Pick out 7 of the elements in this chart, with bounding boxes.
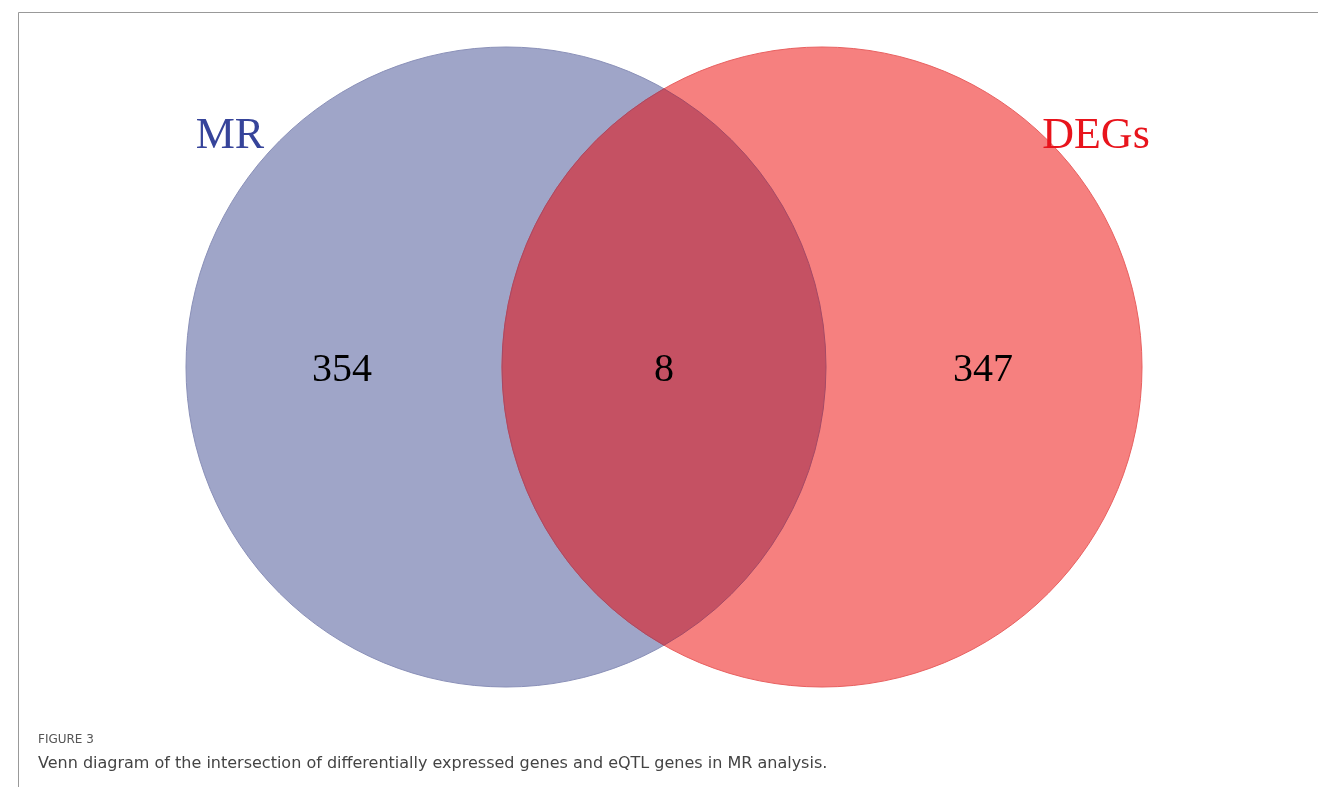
- data-label: 354: [312, 345, 372, 390]
- data-label: 347: [953, 345, 1013, 390]
- data-label: 8: [654, 345, 674, 390]
- category-label: MR: [195, 109, 265, 158]
- text: Venn diagram of the intersection of differentially expressed genes and eQTL genes in MR analysis.: [38, 753, 828, 772]
- category-label: DEGs: [1042, 109, 1150, 158]
- caption: FIGURE 3: [38, 732, 94, 746]
